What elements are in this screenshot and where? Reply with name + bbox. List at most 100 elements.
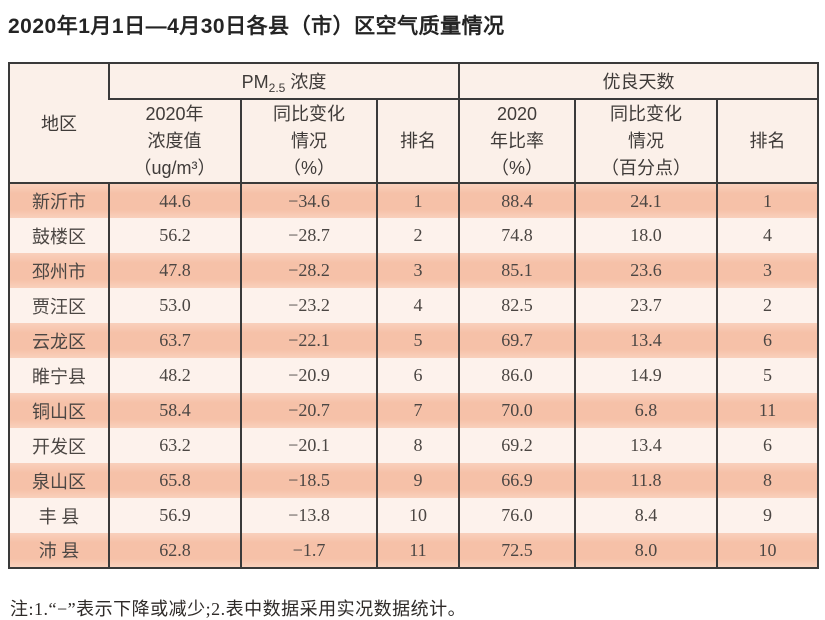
cell-good-rank: 1 — [716, 183, 819, 218]
cell-pm-change: −13.8 — [240, 498, 377, 533]
table-row: 云龙区 63.7 −22.1 5 69.7 13.4 6 — [9, 323, 819, 358]
cell-pm-value: 44.6 — [108, 183, 241, 218]
cell-pm-value: 62.8 — [108, 533, 241, 568]
cell-pm-change: −28.7 — [240, 218, 377, 253]
header-group-good-days: 优良天数 — [458, 63, 819, 100]
cell-pm-rank: 1 — [375, 183, 460, 218]
cell-good-ratio: 69.2 — [458, 428, 576, 463]
cell-good-change: 6.8 — [574, 393, 718, 428]
cell-good-rank: 11 — [716, 393, 819, 428]
cell-pm-change: −20.7 — [240, 393, 377, 428]
cell-good-rank: 8 — [716, 463, 819, 498]
cell-good-ratio: 70.0 — [458, 393, 576, 428]
cell-good-rank: 6 — [716, 428, 819, 463]
cell-good-change: 13.4 — [574, 428, 718, 463]
cell-good-change: 11.8 — [574, 463, 718, 498]
cell-pm-rank: 5 — [375, 323, 460, 358]
pm25-label-subscript: 2.5 — [268, 80, 286, 95]
table-header: 地区 PM2.5 浓度 优良天数 2020年 浓度值 （ug/m³） 同比变化 … — [9, 63, 819, 184]
cell-pm-value: 47.8 — [108, 253, 241, 288]
cell-region: 铜山区 — [9, 393, 109, 428]
pm25-label-prefix: PM — [241, 71, 269, 92]
cell-pm-value: 53.0 — [108, 288, 241, 323]
table-body: 新沂市 44.6 −34.6 1 88.4 24.1 1 鼓楼区 56.2 −2… — [9, 183, 819, 568]
air-quality-table: 地区 PM2.5 浓度 优良天数 2020年 浓度值 （ug/m³） 同比变化 … — [8, 62, 820, 569]
cell-good-rank: 3 — [716, 253, 819, 288]
cell-good-ratio: 76.0 — [458, 498, 576, 533]
cell-good-rank: 2 — [716, 288, 819, 323]
cell-pm-rank: 10 — [375, 498, 460, 533]
cell-good-change: 14.9 — [574, 358, 718, 393]
cell-pm-change: −23.2 — [240, 288, 377, 323]
header-good-rank: 排名 — [716, 99, 819, 184]
cell-region: 贾汪区 — [9, 288, 109, 323]
cell-region: 丰 县 — [9, 498, 109, 533]
cell-region: 新沂市 — [9, 183, 109, 218]
header-group-pm25-concentration: PM2.5 浓度 — [107, 63, 460, 100]
cell-pm-value: 58.4 — [108, 393, 241, 428]
cell-pm-change: −18.5 — [240, 463, 377, 498]
cell-pm-rank: 2 — [375, 218, 460, 253]
cell-pm-rank: 7 — [375, 393, 460, 428]
cell-region: 云龙区 — [9, 323, 109, 358]
cell-pm-change: −20.1 — [240, 428, 377, 463]
page-title: 2020年1月1日—4月30日各县（市）区空气质量情况 — [8, 15, 505, 38]
cell-region: 鼓楼区 — [9, 218, 109, 253]
cell-good-rank: 4 — [716, 218, 819, 253]
cell-pm-value: 48.2 — [108, 358, 241, 393]
cell-good-change: 8.0 — [574, 533, 718, 568]
cell-pm-rank: 9 — [375, 463, 460, 498]
cell-pm-value: 63.2 — [108, 428, 241, 463]
pm25-label-suffix: 浓度 — [285, 71, 327, 92]
cell-good-ratio: 85.1 — [458, 253, 576, 288]
cell-good-rank: 5 — [716, 358, 819, 393]
cell-region: 睢宁县 — [9, 358, 109, 393]
header-good-2020-ratio: 2020 年比率 （%） — [458, 99, 576, 184]
cell-good-change: 13.4 — [574, 323, 718, 358]
cell-pm-change: −22.1 — [240, 323, 377, 358]
table-row: 鼓楼区 56.2 −28.7 2 74.8 18.0 4 — [9, 218, 819, 253]
cell-good-rank: 6 — [716, 323, 819, 358]
cell-pm-rank: 4 — [375, 288, 460, 323]
cell-pm-rank: 8 — [375, 428, 460, 463]
footnote: 注:1.“−”表示下降或减少;2.表中数据采用实况数据统计。 — [10, 599, 467, 619]
cell-good-ratio: 82.5 — [458, 288, 576, 323]
table-row: 睢宁县 48.2 −20.9 6 86.0 14.9 5 — [9, 358, 819, 393]
header-pm-2020-value: 2020年 浓度值 （ug/m³） — [109, 99, 241, 184]
header-pm-yoy-change: 同比变化 情况 （%） — [240, 99, 377, 184]
header-region: 地区 — [9, 63, 109, 184]
table-row: 贾汪区 53.0 −23.2 4 82.5 23.7 2 — [9, 288, 819, 323]
table-row: 新沂市 44.6 −34.6 1 88.4 24.1 1 — [9, 183, 819, 218]
table-row: 开发区 63.2 −20.1 8 69.2 13.4 6 — [9, 428, 819, 463]
cell-good-change: 23.7 — [574, 288, 718, 323]
cell-region: 开发区 — [9, 428, 109, 463]
table-row: 铜山区 58.4 −20.7 7 70.0 6.8 11 — [9, 393, 819, 428]
table-row: 邳州市 47.8 −28.2 3 85.1 23.6 3 — [9, 253, 819, 288]
cell-good-rank: 10 — [716, 533, 819, 568]
cell-region: 沛 县 — [9, 533, 109, 568]
cell-good-change: 23.6 — [574, 253, 718, 288]
cell-good-ratio: 72.5 — [458, 533, 576, 568]
header-pm-rank: 排名 — [375, 99, 460, 184]
table-row: 沛 县 62.8 −1.7 11 72.5 8.0 10 — [9, 533, 819, 568]
header-good-yoy-change: 同比变化 情况 （百分点） — [574, 99, 718, 184]
cell-good-rank: 9 — [716, 498, 819, 533]
cell-good-ratio: 74.8 — [458, 218, 576, 253]
cell-pm-change: −28.2 — [240, 253, 377, 288]
cell-pm-value: 56.2 — [108, 218, 241, 253]
cell-good-ratio: 66.9 — [458, 463, 576, 498]
cell-pm-value: 65.8 — [108, 463, 241, 498]
cell-good-change: 8.4 — [574, 498, 718, 533]
cell-good-change: 18.0 — [574, 218, 718, 253]
cell-good-ratio: 86.0 — [458, 358, 576, 393]
cell-pm-rank: 3 — [375, 253, 460, 288]
cell-good-change: 24.1 — [574, 183, 718, 218]
cell-region: 泉山区 — [9, 463, 109, 498]
cell-pm-rank: 11 — [375, 533, 460, 568]
table-row: 泉山区 65.8 −18.5 9 66.9 11.8 8 — [9, 463, 819, 498]
cell-pm-change: −20.9 — [240, 358, 377, 393]
cell-pm-value: 63.7 — [108, 323, 241, 358]
cell-pm-rank: 6 — [375, 358, 460, 393]
table-row: 丰 县 56.9 −13.8 10 76.0 8.4 9 — [9, 498, 819, 533]
